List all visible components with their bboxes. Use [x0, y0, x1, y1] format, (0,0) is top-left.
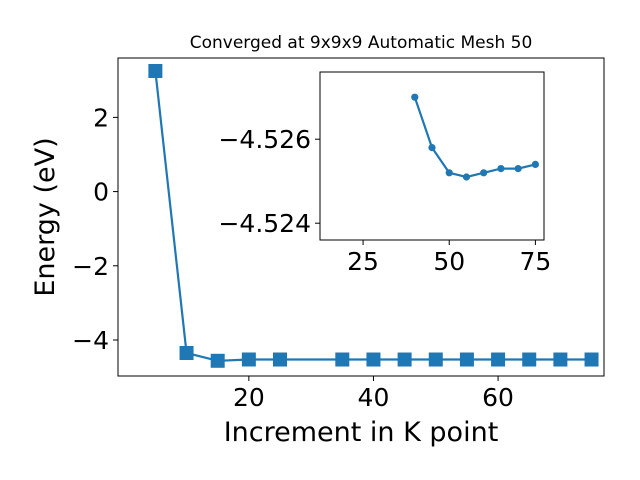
- main-data-point: [584, 352, 599, 367]
- inset-data-point: [462, 173, 471, 181]
- inset-x-tick-label: 75: [519, 247, 551, 276]
- main-y-tick-label: 0: [93, 178, 109, 207]
- inset-y-tick-label: −4.526: [218, 125, 311, 154]
- main-data-point: [491, 352, 506, 367]
- inset-data-point: [480, 169, 488, 177]
- main-data-point: [148, 63, 163, 78]
- main-data-point: [522, 352, 537, 367]
- y-axis-label: Energy (eV): [30, 137, 61, 296]
- main-y-tick-label: −2: [72, 252, 109, 281]
- main-x-tick-label: 60: [482, 383, 514, 412]
- x-axis-label: Increment in K point: [224, 417, 499, 448]
- inset-x-tick-label: 50: [433, 247, 465, 276]
- main-data-point: [459, 352, 474, 367]
- main-data-point: [273, 352, 287, 367]
- main-x-tick-label: 20: [233, 383, 265, 412]
- inset-y-tick-label: −4.524: [218, 209, 311, 238]
- inset-data-point: [445, 169, 453, 177]
- chart-title: Converged at 9x9x9 Automatic Mesh 50: [190, 33, 533, 53]
- inset-plot-frame: [319, 71, 545, 241]
- inset-data-point: [428, 144, 436, 152]
- inset-x-tick-label: 25: [347, 247, 379, 276]
- main-y-ticks: −4 −2 0 2: [72, 103, 118, 355]
- inset-data-point: [514, 165, 522, 173]
- main-data-point: [241, 352, 256, 367]
- main-x-tick-label: 40: [358, 383, 390, 412]
- inset-series: [411, 93, 539, 181]
- main-data-point: [553, 352, 568, 367]
- main-x-ticks: 20 40 60: [233, 376, 514, 412]
- main-data-point: [179, 345, 194, 360]
- main-series: [148, 63, 599, 368]
- inset-x-ticks: 25 50 75: [347, 240, 551, 276]
- main-data-point: [428, 352, 443, 367]
- inset-data-point: [497, 165, 505, 173]
- inset-axes: 25 50 75 −4.526 −4.524: [218, 71, 551, 276]
- main-data-point: [210, 353, 225, 368]
- main-y-tick-label: 2: [93, 103, 109, 132]
- main-data-point: [397, 352, 412, 367]
- main-data-point: [335, 352, 350, 367]
- inset-data-point: [531, 160, 539, 168]
- inset-y-ticks: −4.526 −4.524: [218, 125, 320, 238]
- inset-data-point: [411, 93, 419, 101]
- main-data-point: [366, 352, 381, 367]
- main-y-tick-label: −4: [72, 326, 109, 355]
